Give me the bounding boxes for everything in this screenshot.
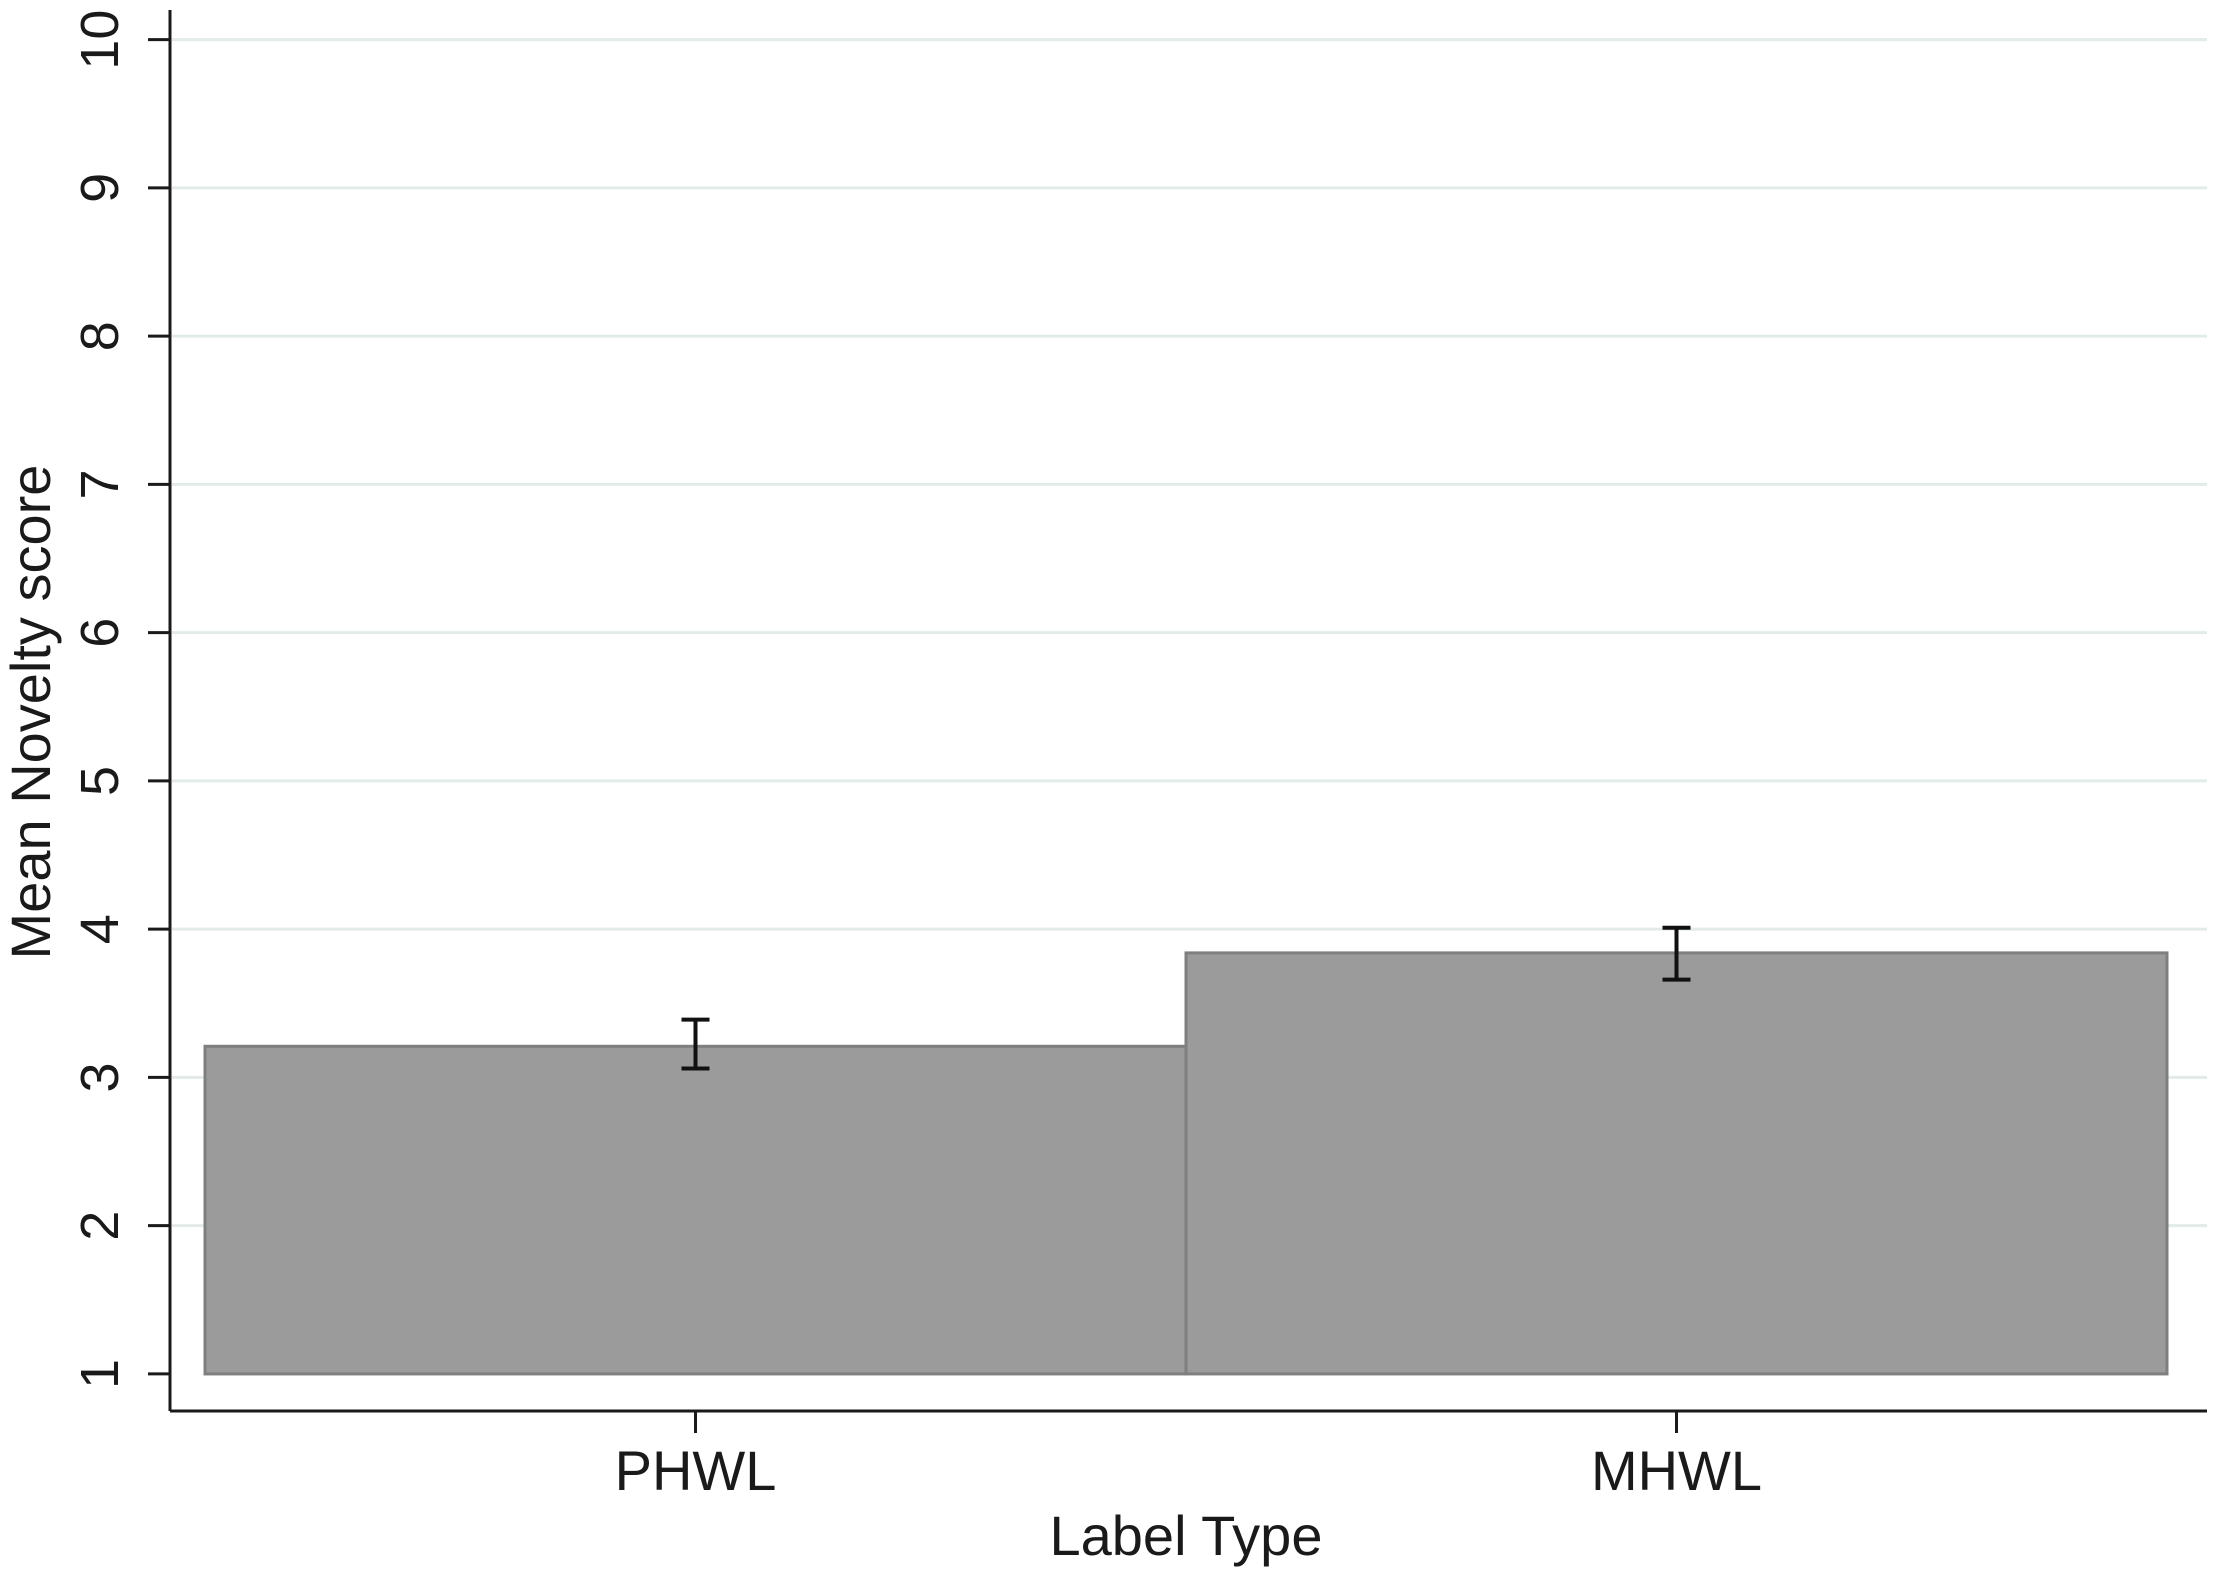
bar-layer (203, 951, 2169, 1376)
x-tick-label: PHWL (615, 1439, 777, 1502)
error-bar-phwl (681, 1017, 710, 1071)
y-tick-label: 10 (70, 10, 130, 70)
y-tick-label: 9 (70, 173, 130, 203)
bar-mhwl (1184, 951, 2169, 1376)
label-layer: 1 2 3 4 5 6 7 8 9 10 PHWL MHWL (70, 10, 1762, 1502)
y-tick-label: 4 (70, 914, 130, 944)
y-tick-label: 1 (70, 1359, 130, 1389)
bar-phwl (203, 1044, 1188, 1376)
y-tick-label: 2 (70, 1211, 130, 1241)
y-axis-title: Mean Novelty score (0, 465, 62, 960)
y-tick-label: 8 (70, 321, 130, 351)
x-tick-label: MHWL (1591, 1439, 1762, 1502)
y-tick-label: 6 (70, 618, 130, 648)
axis-layer (148, 10, 2207, 1433)
error-bar-mhwl (1662, 925, 1691, 982)
y-tick-label: 5 (70, 766, 130, 796)
y-tick-label: 7 (70, 469, 130, 499)
x-axis-title: Label Type (1050, 1504, 1323, 1567)
error-bar-layer (681, 925, 1691, 1071)
y-tick-label: 3 (70, 1062, 130, 1092)
